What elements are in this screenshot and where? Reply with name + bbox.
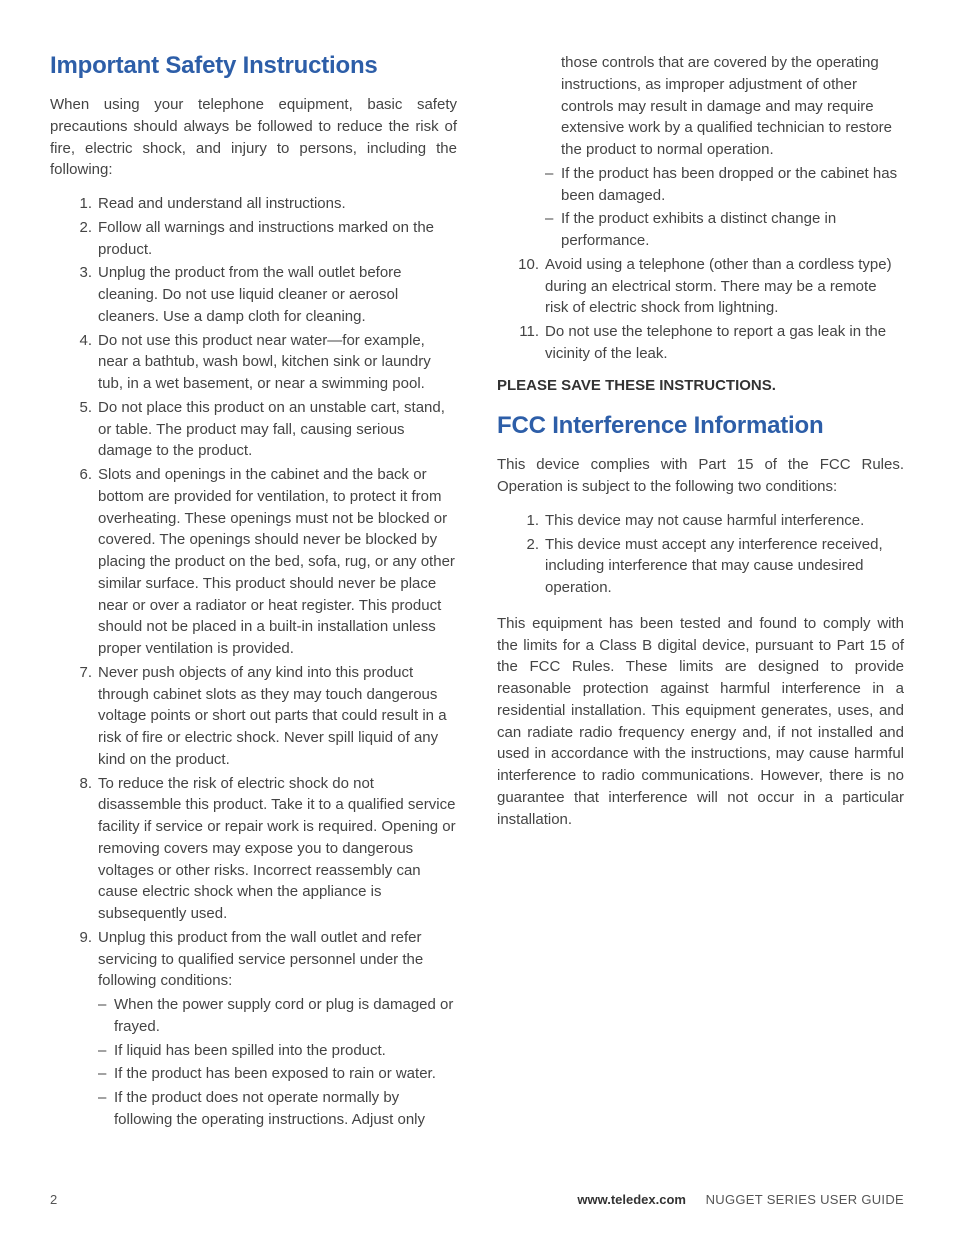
page-footer: 2 www.teledex.com NUGGET SERIES USER GUI… (50, 1192, 904, 1207)
page-number: 2 (50, 1192, 57, 1207)
safety-heading: Important Safety Instructions (50, 52, 457, 80)
save-instructions: PLEASE SAVE THESE INSTRUCTIONS. (497, 375, 904, 397)
list-item: To reduce the risk of electric shock do … (50, 773, 457, 925)
fcc-paragraph: This equipment has been tested and found… (497, 613, 904, 831)
footer-site: www.teledex.com (577, 1192, 686, 1207)
list-item: Never push objects of any kind into this… (50, 662, 457, 771)
fcc-heading: FCC Interference Information (497, 412, 904, 440)
safety-intro: When using your telephone equipment, bas… (50, 94, 457, 181)
list-item: This device may not cause harmful interf… (497, 510, 904, 532)
footer-guide: NUGGET SERIES USER GUIDE (706, 1192, 904, 1207)
sublist-item: If the product exhibits a distinct chang… (545, 208, 904, 252)
list-item: Follow all warnings and instructions mar… (50, 217, 457, 261)
fcc-list: This device may not cause harmful interf… (497, 510, 904, 599)
content-columns: Important Safety Instructions When using… (50, 52, 904, 1152)
list-item: Unplug the product from the wall outlet … (50, 262, 457, 327)
sublist-item: If liquid has been spilled into the prod… (98, 1040, 457, 1062)
fcc-intro: This device complies with Part 15 of the… (497, 454, 904, 498)
list-item: Do not use the telephone to report a gas… (497, 321, 904, 365)
footer-right: www.teledex.com NUGGET SERIES USER GUIDE (577, 1192, 904, 1207)
sublist-item: If the product has been dropped or the c… (545, 163, 904, 207)
list-item: Do not use this product near water—for e… (50, 330, 457, 395)
sublist-item: When the power supply cord or plug is da… (98, 994, 457, 1038)
list-item: Slots and openings in the cabinet and th… (50, 464, 457, 660)
sublist-item: If the product has been exposed to rain … (98, 1063, 457, 1085)
item-text: Unplug this product from the wall outlet… (98, 929, 423, 990)
safety-list: Read and understand all instructions. Fo… (50, 52, 904, 1152)
list-item: Read and understand all instructions. (50, 193, 457, 215)
list-item: This device must accept any interference… (497, 534, 904, 599)
list-item: Do not place this product on an unstable… (50, 397, 457, 462)
list-item: Avoid using a telephone (other than a co… (497, 254, 904, 319)
